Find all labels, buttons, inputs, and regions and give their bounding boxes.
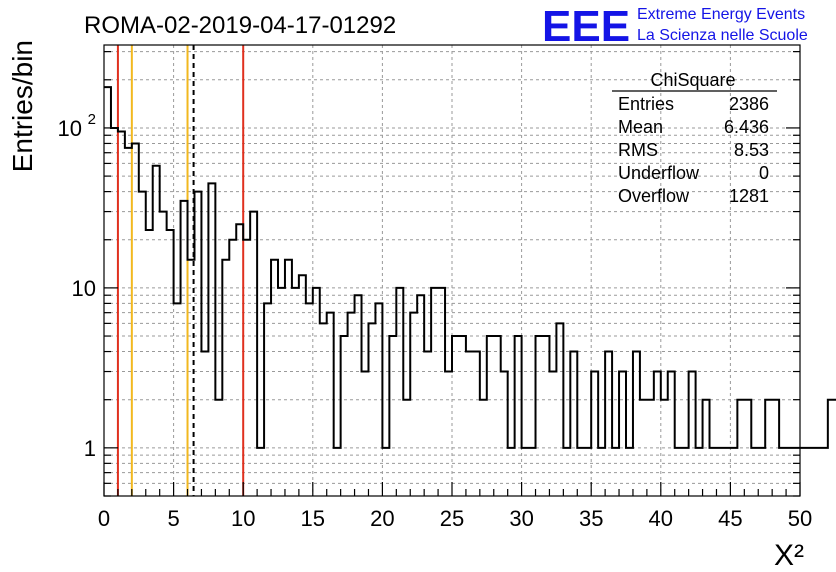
chart-title: ROMA-02-2019-04-17-01292 bbox=[84, 12, 396, 39]
x-tick-label: 15 bbox=[301, 506, 325, 531]
stats-row: Entries 2386 bbox=[618, 94, 769, 114]
axis-ticks bbox=[103, 51, 801, 497]
x-tick-label: 5 bbox=[167, 506, 179, 531]
stats-label: RMS bbox=[618, 140, 658, 160]
stats-label: Entries bbox=[618, 94, 674, 114]
x-tick-label: 40 bbox=[649, 506, 673, 531]
y-tick-label: 1 bbox=[84, 436, 96, 461]
histogram-series bbox=[104, 86, 836, 449]
x-tick-label: 45 bbox=[718, 506, 742, 531]
x-tick-label: 50 bbox=[788, 506, 812, 531]
stats-title: ChiSquare bbox=[650, 70, 735, 90]
y-tick-exponent: 2 bbox=[88, 111, 96, 128]
stats-label: Mean bbox=[618, 117, 663, 137]
logo-line-1: Extreme Energy Events bbox=[637, 6, 805, 23]
logo-line-2: La Scienza nelle Scuole bbox=[637, 27, 808, 44]
stats-row: Overflow 1281 bbox=[618, 186, 769, 206]
eee-logo: EEE Extreme Energy Events La Scienza nel… bbox=[542, 2, 808, 51]
y-tick-label: 10 bbox=[58, 116, 82, 141]
x-tick-label: 10 bbox=[231, 506, 255, 531]
x-tick-label: 30 bbox=[509, 506, 533, 531]
y-tick-label: 10 bbox=[72, 276, 96, 301]
stats-value: 8.53 bbox=[734, 140, 769, 160]
stats-label: Overflow bbox=[618, 186, 690, 206]
reference-lines bbox=[116, 45, 245, 496]
eee-logo-mark: EEE bbox=[542, 2, 630, 51]
x-axis-label: X² bbox=[774, 539, 804, 572]
tick-labels: 0 5 10 15 20 25 30 35 40 45 50 1 10 10 2 bbox=[58, 111, 813, 531]
x-tick-label: 0 bbox=[98, 506, 110, 531]
stats-row: Underflow 0 bbox=[618, 163, 769, 183]
stats-value: 1281 bbox=[729, 186, 769, 206]
stats-value: 0 bbox=[759, 163, 769, 183]
stats-label: Underflow bbox=[618, 163, 700, 183]
stats-row: Mean 6.436 bbox=[618, 117, 769, 137]
stats-box: ChiSquare Entries 2386 Mean 6.436 RMS 8.… bbox=[612, 70, 777, 206]
y-axis-label: Entries/bin bbox=[7, 40, 38, 172]
stats-value: 6.436 bbox=[724, 117, 769, 137]
x-tick-label: 20 bbox=[370, 506, 394, 531]
stats-value: 2386 bbox=[729, 94, 769, 114]
stats-row: RMS 8.53 bbox=[618, 140, 769, 160]
x-tick-label: 25 bbox=[440, 506, 464, 531]
x-tick-label: 35 bbox=[579, 506, 603, 531]
